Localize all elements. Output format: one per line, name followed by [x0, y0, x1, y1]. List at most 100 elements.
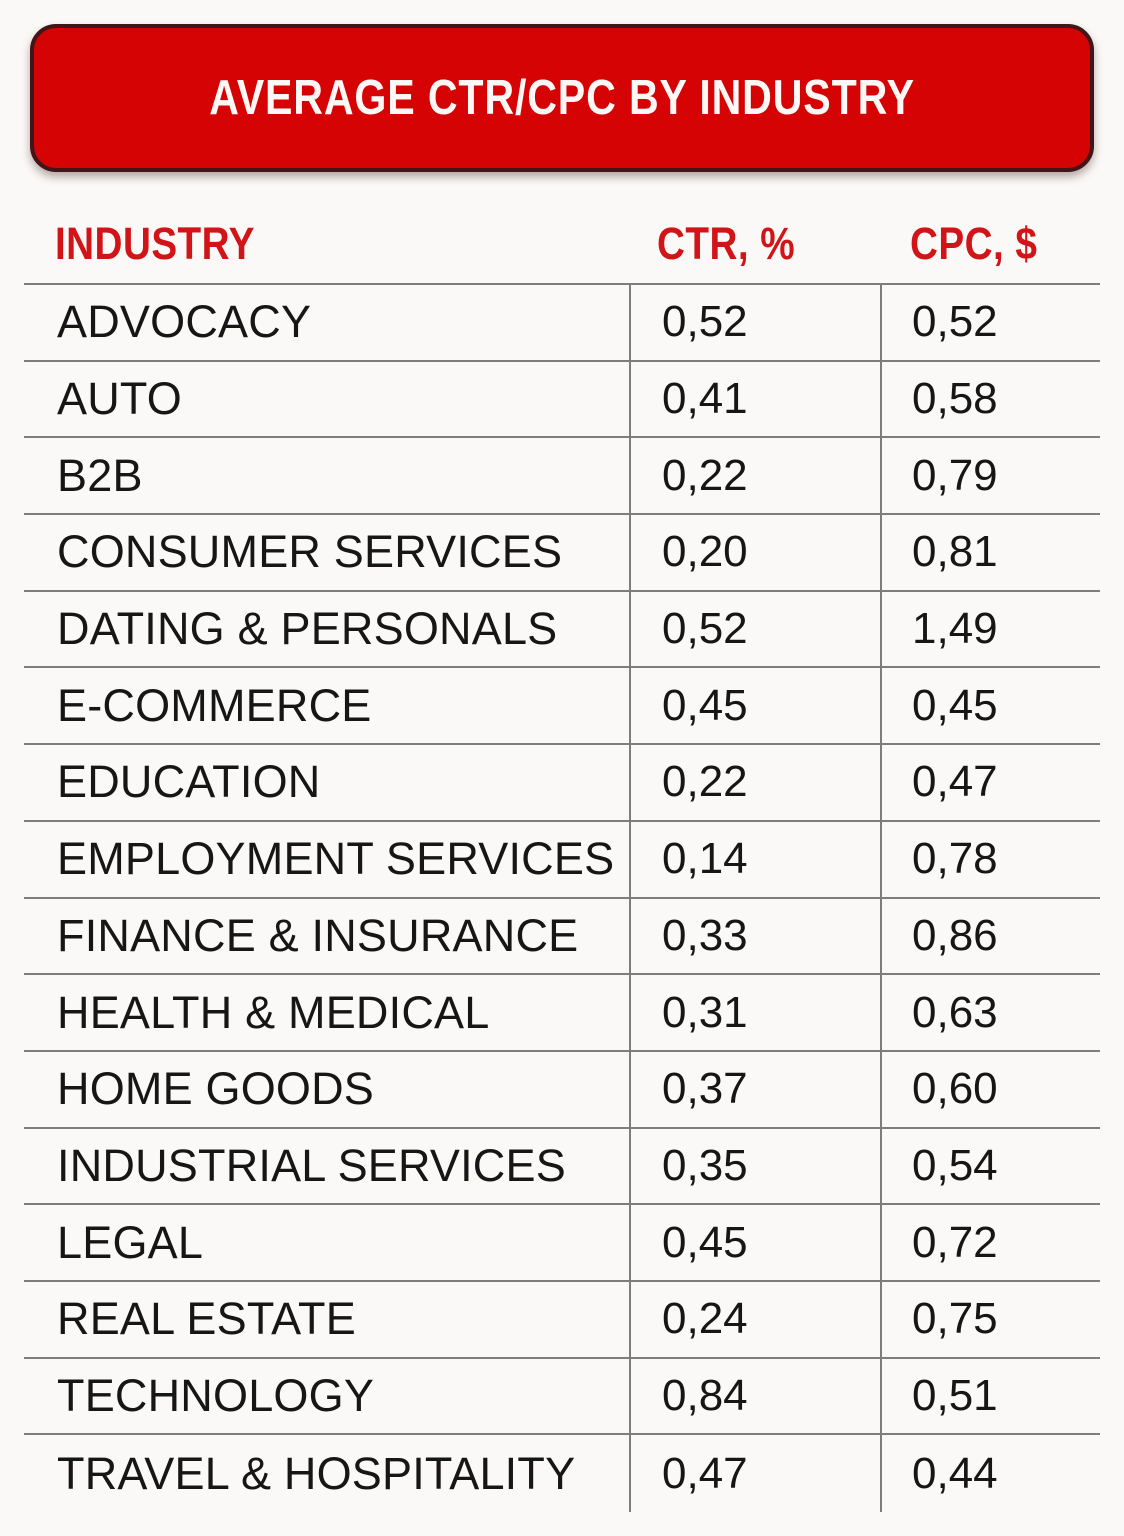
industry-label: HOME GOODS: [57, 1063, 375, 1115]
table-row: EMPLOYMENT SERVICES 0,14 0,78: [24, 821, 1100, 899]
industry-label: INDUSTRIAL SERVICES: [57, 1139, 566, 1191]
column-header-cpc: CPC, $: [880, 205, 1100, 283]
ctr-value: 0,84: [662, 1370, 748, 1420]
column-header-ctr: CTR, %: [629, 205, 880, 283]
cpc-value: 0,51: [912, 1370, 998, 1420]
cpc-value: 0,60: [912, 1064, 998, 1114]
page-title: AVERAGE CTR/CPC BY INDUSTRY: [209, 71, 915, 125]
data-table: ADVOCACY 0,52 0,52 AUTO 0,41 0,58 B2B 0,…: [24, 283, 1100, 1512]
cpc-cell: 0,79: [880, 438, 1100, 514]
table-row: TECHNOLOGY 0,84 0,51: [24, 1358, 1100, 1436]
table-row: INDUSTRIAL SERVICES 0,35 0,54: [24, 1128, 1100, 1206]
industry-cell: TECHNOLOGY: [24, 1359, 629, 1434]
cpc-cell: 0,52: [880, 285, 1100, 360]
ctr-value: 0,35: [662, 1140, 748, 1190]
ctr-cell: 0,45: [629, 1205, 880, 1280]
ctr-value: 0,31: [662, 987, 748, 1037]
cpc-value: 0,81: [912, 527, 998, 577]
cpc-cell: 0,51: [880, 1358, 1100, 1434]
industry-label: LEGAL: [57, 1216, 204, 1268]
cpc-cell: 0,86: [880, 898, 1100, 974]
column-header-label: INDUSTRY: [55, 218, 255, 269]
table-row: DATING & PERSONALS 0,52 1,49: [24, 591, 1100, 669]
industry-label: FINANCE & INSURANCE: [57, 909, 579, 961]
industry-label: EDUCATION: [57, 756, 321, 808]
ctr-value: 0,41: [662, 374, 748, 424]
cpc-cell: 0,44: [880, 1435, 1100, 1512]
cpc-cell: 0,75: [880, 1281, 1100, 1357]
cpc-value: 0,58: [912, 374, 998, 424]
table-column-headers: INDUSTRY CTR, % CPC, $: [24, 205, 1100, 283]
cpc-value: 0,86: [912, 910, 998, 960]
title-banner: AVERAGE CTR/CPC BY INDUSTRY: [30, 24, 1094, 172]
ctr-value: 0,52: [662, 297, 748, 347]
cpc-value: 0,79: [912, 450, 998, 500]
industry-label: ADVOCACY: [57, 296, 312, 348]
industry-label: CONSUMER SERVICES: [57, 526, 563, 578]
cpc-value: 0,44: [912, 1448, 998, 1498]
industry-label: TECHNOLOGY: [57, 1369, 375, 1421]
cpc-value: 0,45: [912, 680, 998, 730]
table-row: EDUCATION 0,22 0,47: [24, 745, 1100, 822]
table-row: E-COMMERCE 0,45 0,45: [24, 668, 1100, 746]
ctr-value: 0,45: [662, 680, 748, 730]
ctr-cell: 0,47: [629, 1435, 880, 1512]
industry-cell: E-COMMERCE: [24, 668, 629, 743]
table-row: HOME GOODS 0,37 0,60: [24, 1051, 1100, 1129]
ctr-cell: 0,37: [629, 1051, 880, 1127]
cpc-cell: 0,63: [880, 975, 1100, 1050]
cpc-value: 0,52: [912, 297, 998, 347]
industry-label: B2B: [57, 449, 143, 501]
industry-cell: ADVOCACY: [24, 285, 629, 360]
ctr-cell: 0,84: [629, 1358, 880, 1434]
table-row: HEALTH & MEDICAL 0,31 0,63: [24, 975, 1100, 1052]
cpc-cell: 0,45: [880, 668, 1100, 744]
ctr-value: 0,20: [662, 527, 748, 577]
cpc-cell: 0,81: [880, 515, 1100, 590]
industry-cell: LEGAL: [24, 1205, 629, 1280]
industry-cell: REAL ESTATE: [24, 1282, 629, 1357]
industry-label: HEALTH & MEDICAL: [57, 986, 490, 1038]
table-row: TRAVEL & HOSPITALITY 0,47 0,44: [24, 1435, 1100, 1512]
column-header-label: CTR, %: [657, 218, 796, 269]
ctr-cell: 0,22: [629, 438, 880, 514]
cpc-cell: 0,60: [880, 1051, 1100, 1127]
industry-cell: EDUCATION: [24, 745, 629, 820]
ctr-cell: 0,41: [629, 361, 880, 437]
industry-label: DATING & PERSONALS: [57, 603, 558, 655]
industry-cell: HOME GOODS: [24, 1052, 629, 1127]
industry-label: TRAVEL & HOSPITALITY: [57, 1447, 576, 1499]
cpc-value: 0,54: [912, 1140, 998, 1190]
industry-label: AUTO: [57, 373, 182, 425]
ctr-value: 0,45: [662, 1217, 748, 1267]
industry-label: EMPLOYMENT SERVICES: [57, 833, 615, 885]
cpc-cell: 0,47: [880, 745, 1100, 820]
table-row: B2B 0,22 0,79: [24, 438, 1100, 516]
industry-cell: HEALTH & MEDICAL: [24, 975, 629, 1050]
industry-cell: DATING & PERSONALS: [24, 592, 629, 667]
table-row: CONSUMER SERVICES 0,20 0,81: [24, 515, 1100, 592]
ctr-cell: 0,31: [629, 975, 880, 1050]
cpc-value: 1,49: [912, 604, 998, 654]
ctr-cell: 0,45: [629, 668, 880, 744]
cpc-value: 0,78: [912, 834, 998, 884]
ctr-cell: 0,52: [629, 591, 880, 667]
cpc-cell: 0,78: [880, 821, 1100, 897]
ctr-cell: 0,14: [629, 821, 880, 897]
ctr-cell: 0,35: [629, 1128, 880, 1204]
ctr-cell: 0,33: [629, 898, 880, 974]
ctr-cell: 0,22: [629, 745, 880, 820]
table-row: REAL ESTATE 0,24 0,75: [24, 1281, 1100, 1359]
ctr-value: 0,24: [662, 1294, 748, 1344]
cpc-value: 0,47: [912, 757, 998, 807]
column-header-label: CPC, $: [910, 218, 1038, 269]
ctr-value: 0,14: [662, 834, 748, 884]
industry-label: REAL ESTATE: [57, 1293, 356, 1345]
ctr-cell: 0,20: [629, 515, 880, 590]
industry-cell: B2B: [24, 438, 629, 513]
ctr-value: 0,52: [662, 604, 748, 654]
industry-label: E-COMMERCE: [57, 679, 372, 731]
ctr-cell: 0,52: [629, 285, 880, 360]
cpc-cell: 0,72: [880, 1205, 1100, 1280]
column-header-industry: INDUSTRY: [24, 205, 629, 283]
